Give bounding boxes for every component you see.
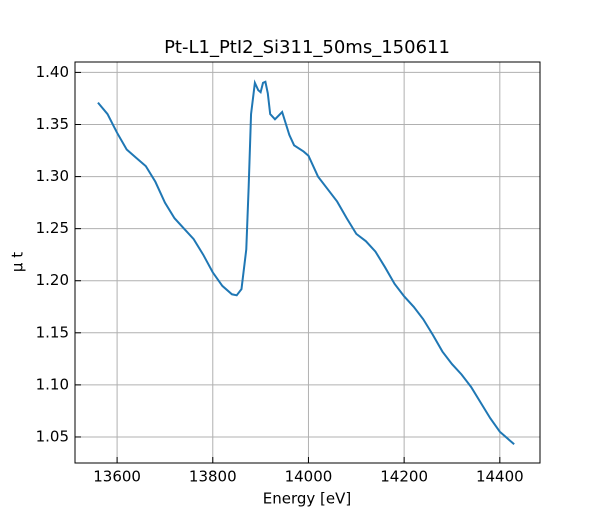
y-tick-label: 1.25 (36, 219, 69, 237)
data-line (97, 79, 515, 446)
y-tick-label: 1.40 (36, 63, 69, 81)
y-tick-label: 1.05 (36, 427, 69, 445)
plot-frame (74, 61, 541, 464)
x-axis-label: Energy [eV] (263, 490, 351, 508)
x-tick-label: 13800 (189, 468, 237, 486)
y-tick-label: 1.10 (36, 375, 69, 393)
y-axis-label: μ t (9, 252, 27, 272)
x-tick-label: 14400 (476, 468, 524, 486)
y-tick-label: 1.35 (36, 115, 69, 133)
x-tick-label: 14000 (285, 468, 333, 486)
y-tick-label: 1.15 (36, 323, 69, 341)
chart-title: Pt-L1_PtI2_Si311_50ms_150611 (164, 37, 450, 58)
x-tick-label: 14200 (380, 468, 428, 486)
y-tick-label: 1.20 (36, 271, 69, 289)
y-tick-label: 1.30 (36, 167, 69, 185)
x-tick-label: 13600 (93, 468, 141, 486)
